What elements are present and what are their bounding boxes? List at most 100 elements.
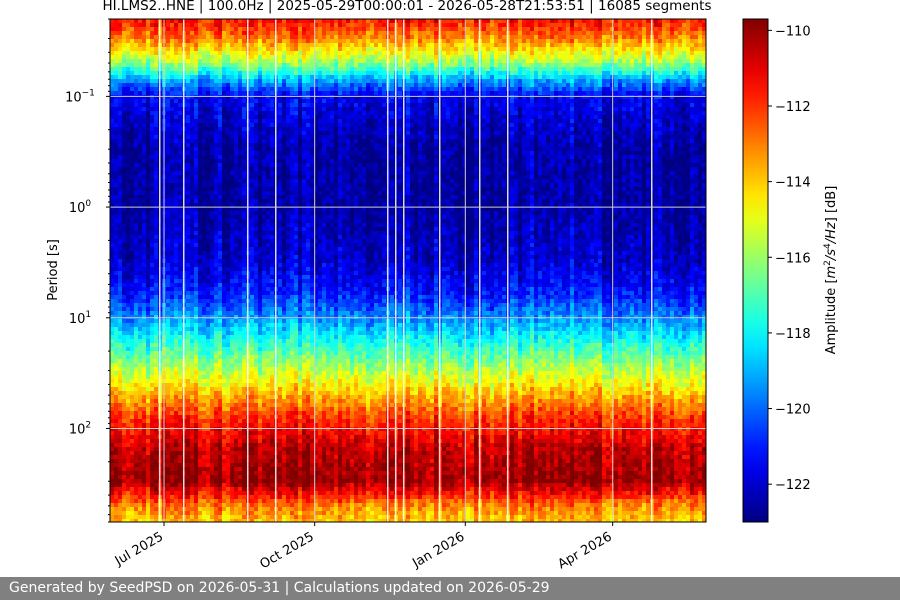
heatmap-cell — [206, 107, 210, 111]
heatmap-cell — [258, 279, 262, 283]
heatmap-cell — [146, 487, 150, 491]
heatmap-cell — [210, 139, 214, 143]
heatmap-cell — [146, 131, 150, 135]
heatmap-cell — [194, 443, 198, 447]
heatmap-cell — [166, 507, 170, 511]
heatmap-cell — [146, 187, 150, 191]
heatmap-cell — [190, 227, 194, 231]
heatmap-cell — [126, 47, 130, 51]
heatmap-cell — [170, 299, 174, 303]
heatmap-cell — [174, 139, 178, 143]
heatmap-cell — [142, 355, 146, 359]
heatmap-cell — [146, 247, 150, 251]
heatmap-cell — [146, 507, 150, 511]
heatmap-cell — [174, 263, 178, 267]
heatmap-cell — [218, 407, 222, 411]
heatmap-cell — [202, 383, 206, 387]
heatmap-cell — [126, 159, 130, 163]
heatmap-cell — [234, 79, 238, 83]
heatmap-cell — [138, 43, 142, 47]
heatmap-cell — [250, 91, 254, 95]
heatmap-cell — [262, 427, 266, 431]
heatmap-cell — [210, 283, 214, 287]
heatmap-cell — [218, 427, 222, 431]
heatmap-cell — [218, 515, 222, 519]
heatmap-cell — [110, 511, 114, 515]
heatmap-cell — [146, 375, 150, 379]
heatmap-cell — [126, 191, 130, 195]
heatmap-cell — [166, 283, 170, 287]
heatmap-cell — [110, 351, 114, 355]
heatmap-cell — [174, 507, 178, 511]
heatmap-cell — [130, 247, 134, 251]
heatmap-cell — [190, 27, 194, 31]
heatmap-cell — [154, 219, 158, 223]
heatmap-cell — [174, 307, 178, 311]
heatmap-cell — [262, 163, 266, 167]
heatmap-cell — [170, 399, 174, 403]
heatmap-cell — [134, 475, 138, 479]
heatmap-cell — [138, 455, 142, 459]
heatmap-cell — [238, 31, 242, 35]
heatmap-cell — [242, 211, 246, 215]
heatmap-cell — [190, 375, 194, 379]
heatmap-cell — [198, 507, 202, 511]
heatmap-cell — [258, 443, 262, 447]
heatmap-cell — [234, 279, 238, 283]
heatmap-cell — [186, 199, 190, 203]
heatmap-cell — [142, 503, 146, 507]
heatmap-cell — [238, 159, 242, 163]
heatmap-cell — [170, 163, 174, 167]
heatmap-cell — [258, 275, 262, 279]
heatmap-cell — [210, 231, 214, 235]
heatmap-cell — [138, 379, 142, 383]
heatmap-cell — [210, 103, 214, 107]
heatmap-cell — [154, 467, 158, 471]
heatmap-cell — [126, 107, 130, 111]
heatmap-cell — [210, 419, 214, 423]
heatmap-cell — [250, 171, 254, 175]
heatmap-cell — [154, 199, 158, 203]
heatmap-cell — [134, 179, 138, 183]
heatmap-cell — [166, 287, 170, 291]
heatmap-cell — [186, 107, 190, 111]
heatmap-cell — [254, 307, 258, 311]
heatmap-cell — [226, 283, 230, 287]
heatmap-cell — [166, 443, 170, 447]
heatmap-cell — [170, 227, 174, 231]
heatmap-cell — [234, 107, 238, 111]
heatmap-cell — [186, 479, 190, 483]
heatmap-cell — [238, 59, 242, 63]
heatmap-cell — [154, 391, 158, 395]
heatmap-cell — [138, 115, 142, 119]
heatmap-cell — [174, 183, 178, 187]
heatmap-cell — [234, 55, 238, 59]
heatmap-cell — [122, 155, 126, 159]
heatmap-cell — [122, 395, 126, 399]
heatmap-cell — [218, 251, 222, 255]
heatmap-cell — [142, 511, 146, 515]
heatmap-cell — [134, 155, 138, 159]
heatmap-cell — [262, 471, 266, 475]
heatmap-cell — [254, 343, 258, 347]
heatmap-cell — [150, 103, 154, 107]
heatmap-cell — [142, 191, 146, 195]
heatmap-cell — [110, 251, 114, 255]
heatmap-cell — [166, 355, 170, 359]
heatmap-cell — [118, 227, 122, 231]
heatmap-cell — [210, 223, 214, 227]
heatmap-cell — [206, 103, 210, 107]
heatmap-cell — [202, 471, 206, 475]
heatmap-cell — [118, 231, 122, 235]
heatmap-cell — [230, 411, 234, 415]
heatmap-cell — [154, 91, 158, 95]
heatmap-cell — [254, 59, 258, 63]
heatmap-cell — [238, 363, 242, 367]
heatmap-cell — [238, 395, 242, 399]
heatmap-cell — [154, 223, 158, 227]
heatmap-cell — [118, 219, 122, 223]
heatmap-cell — [238, 235, 242, 239]
heatmap-cell — [150, 179, 154, 183]
heatmap-cell — [206, 499, 210, 503]
heatmap-cell — [254, 511, 258, 515]
